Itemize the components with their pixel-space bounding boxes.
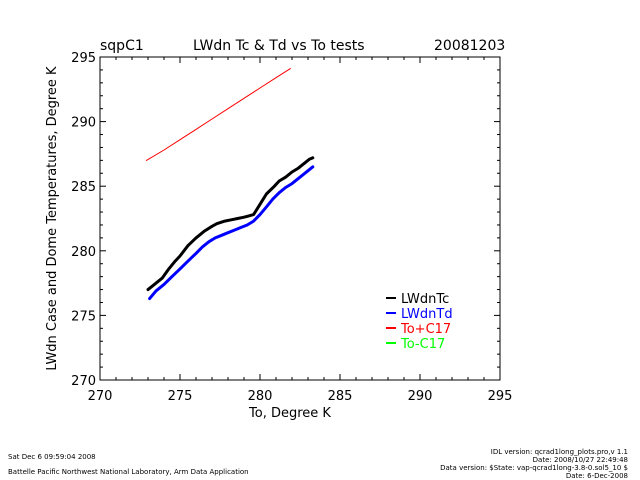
x-tick-label: 270 [88, 389, 113, 404]
footer-data-version: Data version: $State: vap-qcrad1long-3.8… [440, 464, 628, 472]
x-tick-label: 295 [488, 389, 513, 404]
chart-date: 20081203 [434, 38, 506, 54]
y-tick-label: 275 [71, 309, 96, 324]
y-axis-label: LWdn Case and Dome Temperatures, Degree … [45, 66, 60, 371]
y-tick-label: 285 [71, 180, 96, 195]
x-tick-label: 290 [408, 389, 433, 404]
axes: 270 275 280 285 290 295 270 275 280 285 290 295 To, … [45, 51, 512, 421]
y-tick-label: 295 [71, 51, 96, 66]
chart-title: LWdn Tc & Td vs To tests [193, 38, 365, 54]
footer-idl-version: IDL version: qcrad1long_plots.pro,v 1.1 [490, 448, 628, 456]
site-label: sqpC1 [100, 38, 144, 54]
x-axis-label: To, Degree K [248, 406, 331, 421]
y-tick-label: 290 [71, 116, 96, 131]
series-line-lwdntc [146, 156, 315, 292]
y-tick-label: 280 [71, 245, 96, 260]
series-line-to-c17 [145, 68, 291, 161]
footer-data-date: Date: 6-Dec-2008 [565, 472, 628, 480]
legend-label: To+C17 [400, 322, 451, 337]
footer-institution: Battelle Pacific Northwest National Labo… [8, 468, 249, 476]
footer-file-date: Date: 2008/10/27 22:49:48 [532, 456, 628, 464]
x-tick-label: 275 [168, 389, 193, 404]
y-tick-label: 270 [71, 374, 96, 389]
footer-timestamp: Sat Dec 6 09:59:04 2008 [8, 453, 96, 461]
series-line-lwdntd [148, 165, 315, 301]
legend-label: LWdnTc [401, 292, 449, 307]
legend-label: LWdnTd [401, 307, 453, 322]
x-tick-label: 280 [248, 389, 273, 404]
series-layer [145, 68, 315, 301]
plot-frame [99, 56, 501, 381]
x-tick-label: 285 [328, 389, 353, 404]
legend-label: To-C17 [400, 337, 445, 352]
